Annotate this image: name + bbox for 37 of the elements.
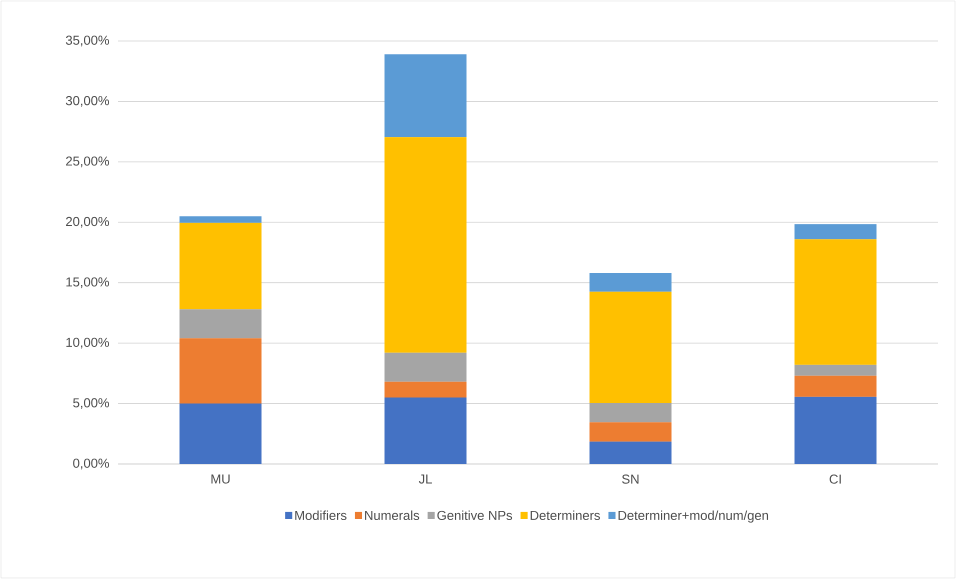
legend-label: Modifiers [295, 510, 346, 520]
y-tick-label: 25,00% [66, 156, 110, 168]
y-tick-label: 15,00% [66, 277, 110, 288]
y-tick-label: 5,00% [73, 398, 110, 409]
bar [794, 396, 877, 464]
x-tick-label: MU [211, 474, 230, 484]
legend-label: Determiner+mod/num/gen [618, 510, 768, 523]
y-tick-label: 20,00% [66, 216, 110, 228]
bar [180, 404, 262, 464]
legend-label: Determiners [530, 510, 600, 520]
bar [794, 224, 877, 240]
bar [590, 273, 672, 292]
bar [590, 292, 672, 403]
bar [590, 402, 672, 422]
bar [384, 352, 467, 382]
x-tick-label: CI [830, 474, 841, 484]
legend-label: Genitive NPs [437, 510, 512, 520]
x-tick-label: JL [418, 474, 432, 484]
bar [384, 382, 467, 398]
y-tick-label: 30,00% [66, 96, 110, 107]
bar [180, 216, 262, 223]
bar [180, 222, 262, 310]
bar [384, 398, 467, 464]
y-tick-label: 10,00% [66, 338, 110, 348]
bar [794, 376, 877, 397]
bar [180, 309, 262, 338]
bar [794, 239, 877, 365]
x-tick-label: SN [622, 474, 638, 484]
bar [590, 442, 672, 464]
bar [590, 422, 672, 442]
bar [794, 364, 877, 376]
bar [180, 338, 262, 404]
y-tick-label: 35,00% [66, 36, 110, 46]
bar [384, 54, 467, 138]
y-tick-label: 0,00% [73, 458, 110, 470]
legend-label: Numerals [365, 510, 420, 520]
bar [384, 137, 467, 353]
